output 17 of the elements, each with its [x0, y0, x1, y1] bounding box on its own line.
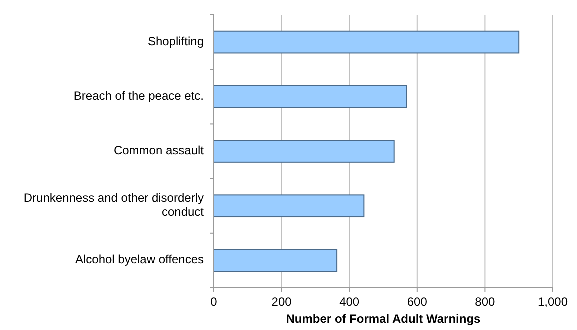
bar: [214, 249, 338, 272]
x-tick-label: 0: [210, 295, 218, 309]
y-tick-label: Shoplifting: [148, 34, 204, 48]
bar: [214, 85, 408, 108]
y-tick-label: Common assault: [114, 144, 205, 158]
x-tick-label: 200: [272, 295, 292, 309]
x-axis-title: Number of Formal Adult Warnings: [286, 312, 482, 326]
x-tick-label: 400: [340, 295, 360, 309]
bar: [214, 30, 520, 54]
y-tick-label: Drunkenness and other disorderly conduct: [24, 191, 205, 220]
bar: [214, 194, 365, 218]
y-tick-label: Breach of the peace etc.: [74, 89, 204, 104]
x-tick-label: 1,000: [538, 295, 568, 309]
x-tick-label: 800: [475, 295, 496, 309]
y-tick-label: Alcohol byelaw offences: [75, 252, 204, 267]
x-tick-label: 600: [407, 295, 428, 309]
bar: [214, 140, 395, 163]
